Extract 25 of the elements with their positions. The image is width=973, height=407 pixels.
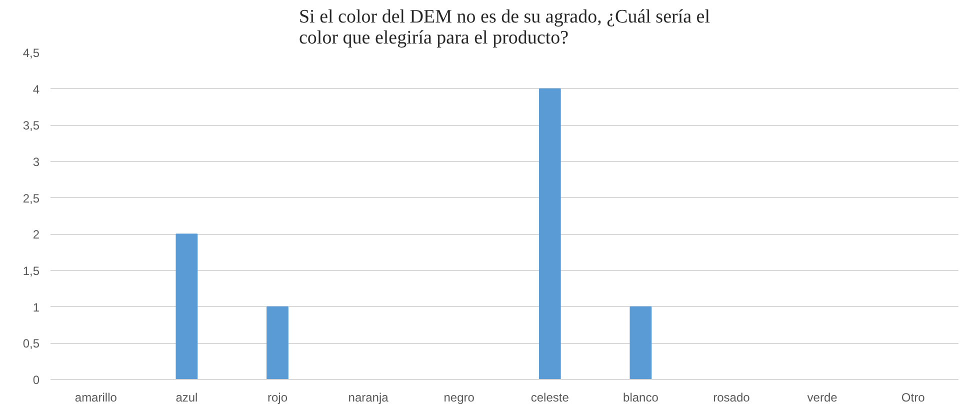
x-tick-label: blanco <box>623 390 659 404</box>
x-tick-label: rosado <box>713 390 750 404</box>
y-tick-label: 0 <box>32 373 40 387</box>
x-tick-label: rojo <box>267 390 288 404</box>
y-tick-label: 2 <box>32 228 40 242</box>
x-tick-label: amarillo <box>74 390 118 404</box>
bar <box>538 88 561 380</box>
y-tick-label: 0,5 <box>22 336 40 351</box>
x-tick-label: verde <box>807 390 838 404</box>
chart-title: Si el color del DEM no es de su agrado, ¿Cuál sería el color que elegiría para el producto? <box>298 6 710 48</box>
y-tick-label: 2,5 <box>22 191 40 206</box>
bar <box>266 306 288 380</box>
y-tick-label: 1 <box>32 300 40 314</box>
x-tick-label: Otro <box>901 390 926 404</box>
y-tick-label: 1,5 <box>22 264 40 278</box>
y-tick-label: 4,5 <box>22 46 40 60</box>
y-tick-label: 3 <box>32 155 40 169</box>
bar <box>630 306 652 380</box>
x-tick-label: azul <box>176 390 198 404</box>
x-tick-label: negro <box>444 390 475 404</box>
x-tick-label: naranja <box>348 390 389 404</box>
bar <box>176 234 198 380</box>
y-tick-label: 4 <box>32 82 40 96</box>
x-tick-label: celeste <box>530 390 570 404</box>
y-tick-label: 3,5 <box>22 118 40 133</box>
